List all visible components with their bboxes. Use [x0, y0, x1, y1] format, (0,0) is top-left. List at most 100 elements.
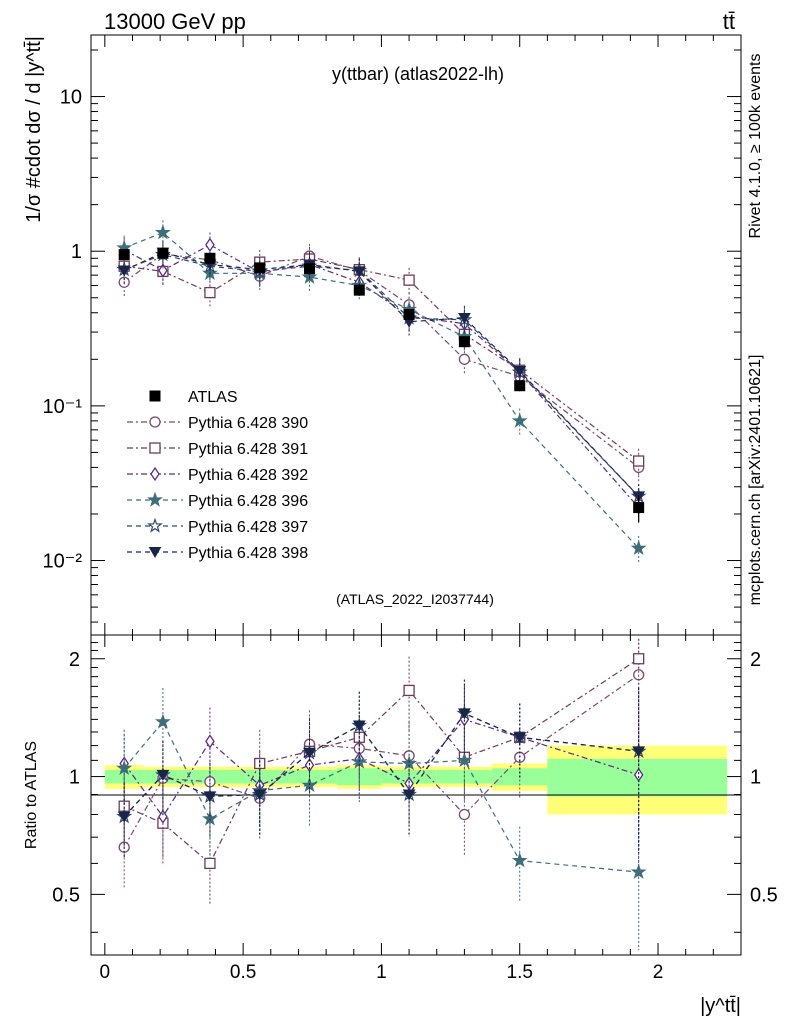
ratio-y-tick-label: 2: [69, 649, 80, 671]
series-2-ratio-point: [633, 653, 645, 665]
series-6-ratio-line: [123, 712, 639, 818]
x-tick-label: 0: [100, 962, 111, 983]
series-2-ratio-point: [403, 684, 415, 697]
chart-title: y(ttbar) (atlas2022-lh): [332, 64, 504, 84]
legend-label-series-5: Pythia 6.428 397: [188, 519, 308, 536]
ratio-frame: [90, 634, 742, 956]
series-6-line: [123, 251, 640, 497]
main-axes: 10 1 10⁻¹ 10⁻²: [43, 35, 741, 635]
main-y-tick-label: 10: [60, 87, 82, 109]
series-2-point: [403, 274, 415, 286]
series-4-point: [511, 412, 528, 428]
data-point: [458, 336, 470, 348]
legend-label-data: ATLAS: [188, 389, 238, 406]
ratio-y-tick-label-right: 2: [750, 649, 761, 671]
ratio-y-tick-label-right: 1: [750, 767, 761, 789]
series-3-point: [205, 237, 215, 252]
data-point: [118, 249, 130, 261]
legend-marker-series-1: [149, 416, 161, 428]
main-y-tick-label: 1: [71, 241, 82, 263]
x-tick-label: 0.5: [230, 962, 256, 983]
header-process: tt̄: [723, 9, 735, 34]
series-3-point: [158, 263, 168, 278]
series-6-ratio-point: [303, 747, 316, 759]
series-3-ratio-point: [158, 809, 168, 824]
series-4-point: [630, 539, 647, 555]
ratio-y-tick-label: 1: [69, 767, 80, 789]
series-1-point: [458, 353, 471, 365]
data-point: [204, 252, 216, 264]
x-tick-label: 1.5: [507, 962, 533, 983]
series-6-point: [458, 312, 471, 324]
legend-marker-series-6: [148, 547, 162, 558]
series-4-ratio-point: [202, 810, 218, 826]
legend-label-series-3: Pythia 6.428 392: [188, 467, 308, 484]
series-2-point: [204, 286, 216, 299]
series-6-ratio-point: [253, 789, 267, 801]
series-4-ratio-point: [630, 863, 647, 879]
legend-label-series-4: Pythia 6.428 396: [188, 493, 308, 510]
legend-marker-data: [149, 390, 161, 402]
series-6-point: [117, 265, 131, 277]
series-4-line: [123, 231, 640, 549]
main-y-tick-label: 10⁻¹: [43, 396, 83, 418]
series-4-ratio-point: [154, 713, 171, 729]
series-6-ratio-point: [156, 769, 170, 781]
ratio-series: [116, 638, 647, 951]
mcplots-label: mcplots.cern.ch [arXiv:2401.10621]: [747, 355, 764, 606]
series-3-line: [123, 244, 640, 508]
series-6-ratio-point: [632, 746, 646, 758]
main-panel: 10 1 10⁻¹ 10⁻² y(ttbar) (atlas2022-lh) (ATL…: [23, 34, 742, 636]
rivet-label: Rivet 4.1.0, ≥ 100k events: [747, 54, 764, 239]
header-energy: 13000 GeV pp: [104, 9, 246, 34]
legend-marker-series-2: [149, 442, 161, 454]
legend-marker-series-5: [147, 517, 163, 533]
ratio-bands: [104, 745, 728, 815]
series-3-ratio-point: [205, 734, 215, 749]
x-axis-label: |y^tt̄|: [700, 995, 741, 1017]
data-point: [304, 263, 316, 275]
ratio-y-label: Ratio to ATLAS: [23, 741, 40, 849]
legend-label-series-6: Pythia 6.428 398: [188, 545, 308, 562]
series-1-ratio-line: [123, 674, 640, 848]
series-2-point: [633, 455, 645, 467]
series-6-ratio-point: [458, 708, 471, 720]
series-6-ratio-point: [117, 811, 131, 823]
ratio-y-tick-label: 0.5: [52, 884, 80, 906]
legend: ATLAS Pythia 6.428 390 Pythia 6.428 391 Pyt…: [127, 389, 308, 562]
ratio-axes: 0 0.5 1 1.5 2 2 2 1 1 0.5 0.5: [52, 635, 778, 983]
legend-marker-series-4: [147, 491, 163, 507]
data-point: [353, 284, 365, 296]
series-6-ratio-point: [402, 789, 416, 801]
series-3-ratio-line: [123, 718, 639, 818]
series-4-point: [154, 224, 171, 240]
series-4-ratio-point: [511, 852, 528, 868]
x-tick-label: 1: [376, 962, 387, 983]
main-y-label: 1/σ #cdot dσ / d |y^tt̄|: [23, 36, 45, 223]
data-point: [157, 247, 169, 259]
series-2-ratio-point: [204, 857, 216, 870]
data-point: [254, 262, 266, 274]
legend-label-series-2: Pythia 6.428 391: [188, 441, 308, 458]
main-y-tick-label: 10⁻²: [43, 551, 83, 573]
series-6-point: [513, 366, 527, 378]
legend-marker-series-3: [150, 466, 160, 482]
series-6-point: [352, 266, 366, 278]
ratio-panel: 0 0.5 1 1.5 2 2 2 1 1 0.5 0.5 Ratio to ATLAS |y^tt…: [23, 634, 778, 1017]
series-6-ratio-point: [352, 720, 366, 732]
series-4-ratio-point: [116, 759, 133, 775]
data-point: [514, 380, 526, 392]
series-1-line: [123, 253, 640, 468]
series-6-ratio-point: [513, 732, 527, 744]
series-5-line: [123, 254, 640, 497]
series-4-ratio-point: [456, 752, 473, 768]
legend-label-series-1: Pythia 6.428 390: [188, 415, 308, 432]
series-6-ratio-point: [203, 791, 217, 803]
series-1-ratio-point: [458, 808, 471, 821]
series-2-ratio-line: [123, 658, 640, 865]
main-data: [118, 247, 645, 523]
data-point: [403, 308, 415, 320]
data-point: [633, 502, 645, 514]
watermark: (ATLAS_2022_I2037744): [336, 591, 494, 607]
